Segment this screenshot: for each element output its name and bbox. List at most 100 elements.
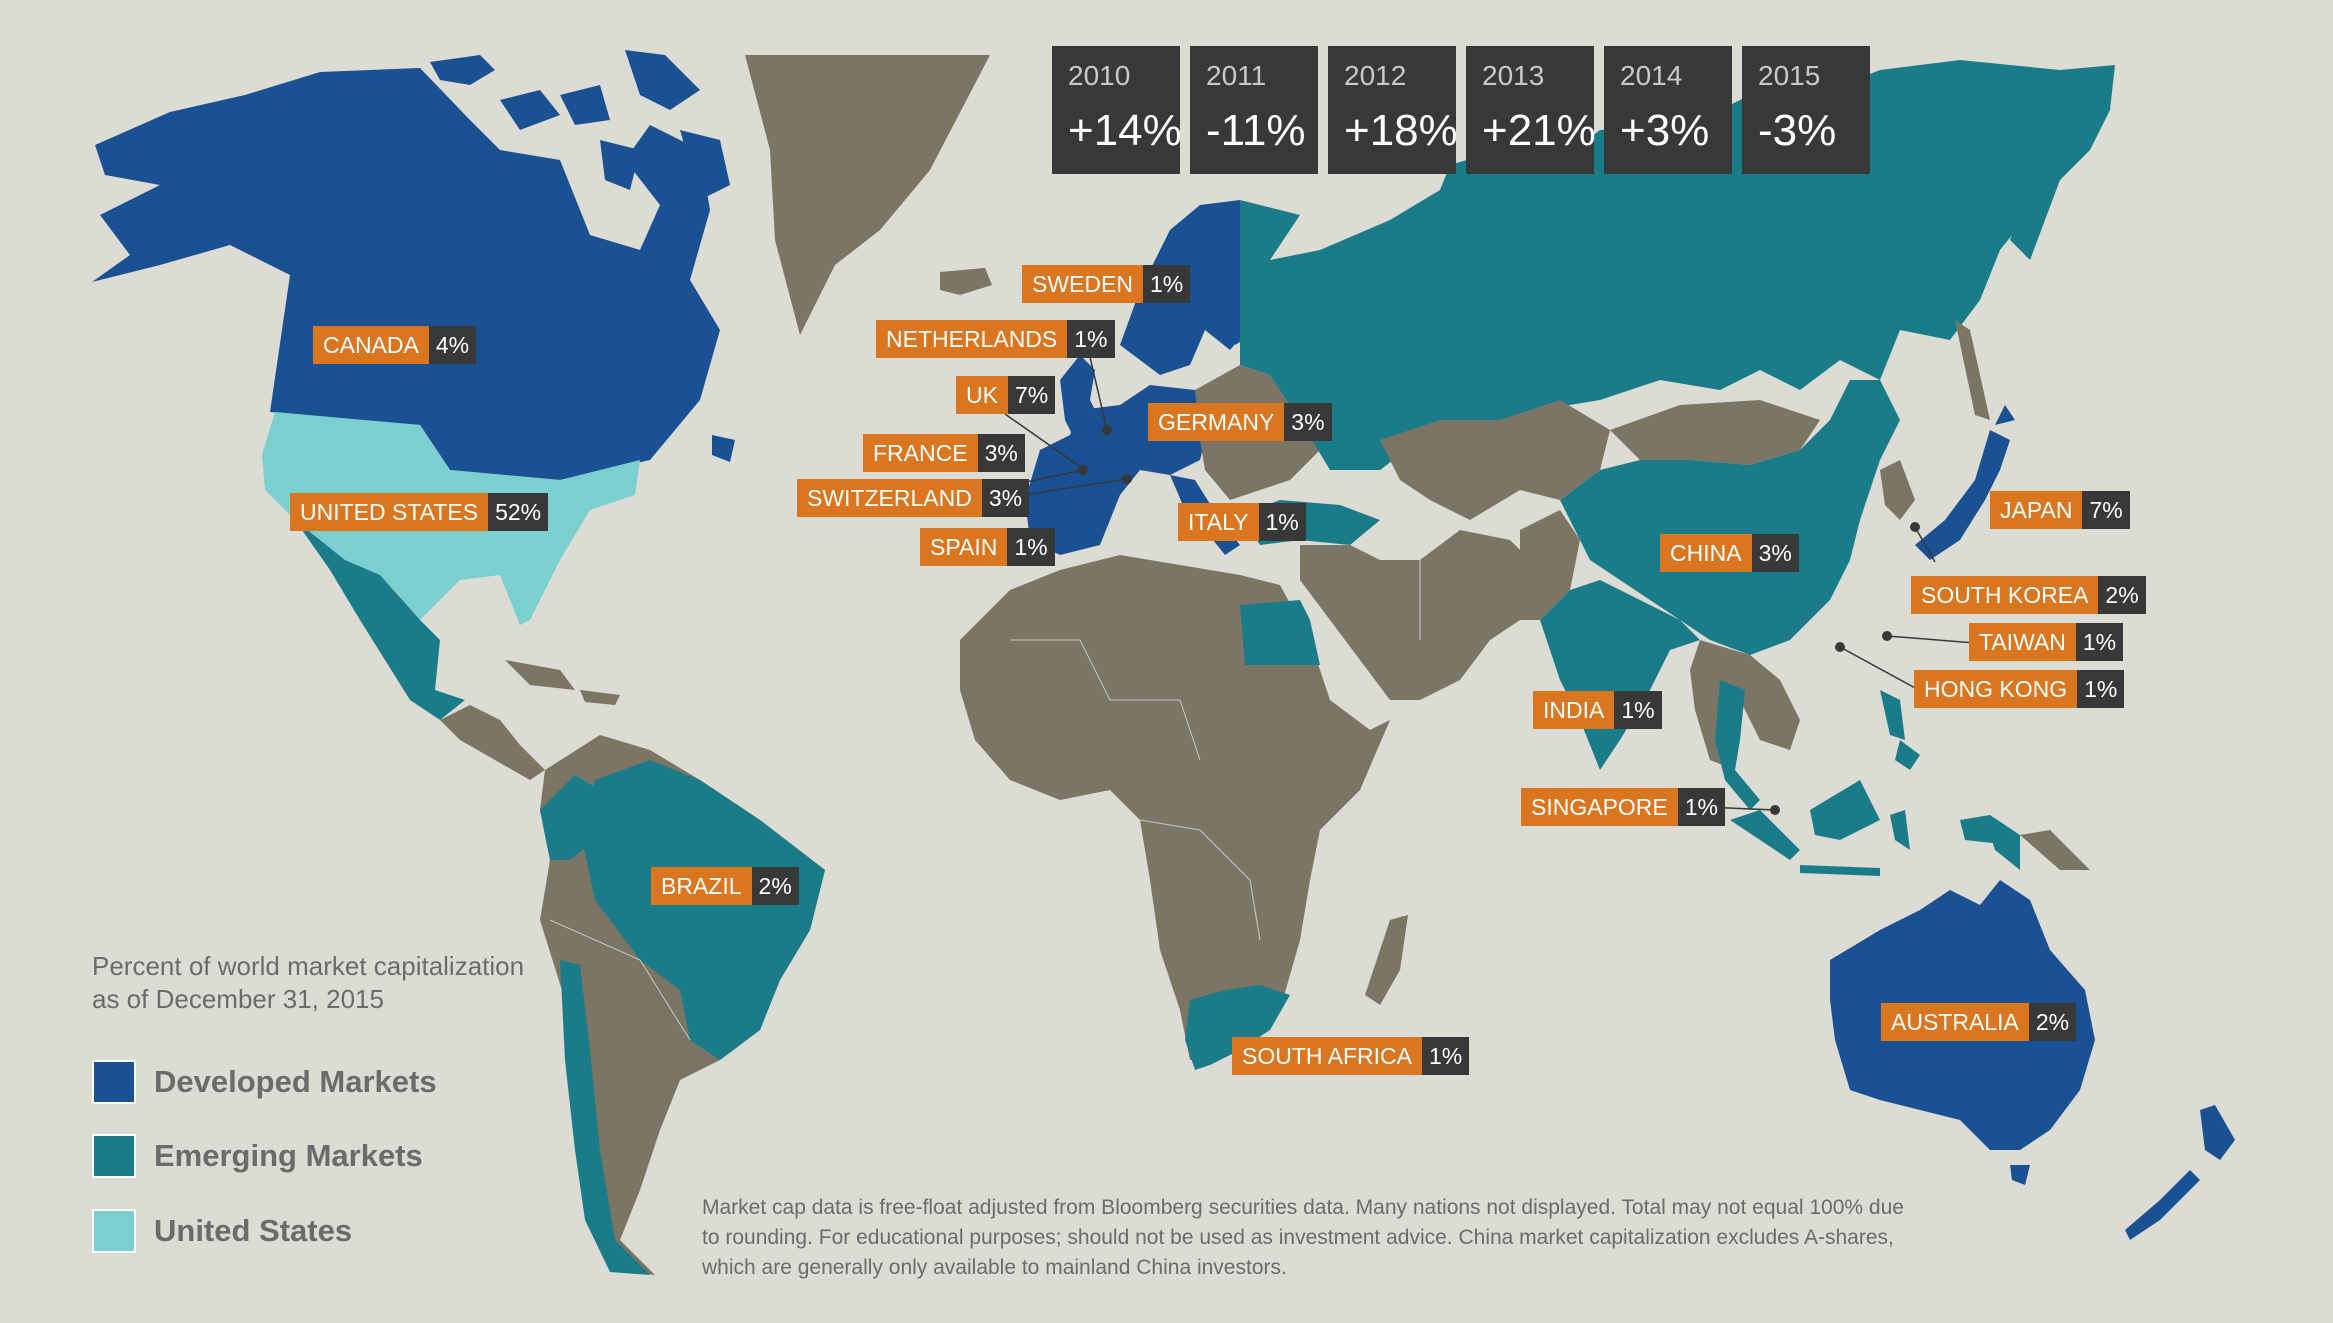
country-value: 1% bbox=[1142, 265, 1191, 303]
border-lines bbox=[549, 560, 1421, 1041]
korea-shape bbox=[1880, 460, 1915, 520]
label-spain: SPAIN 1% bbox=[920, 528, 1055, 566]
year-return: +14% bbox=[1068, 106, 1182, 155]
legend-label-developed: Developed Markets bbox=[154, 1064, 437, 1099]
country-value: 2% bbox=[2098, 576, 2146, 614]
country-name: SINGAPORE bbox=[1521, 788, 1678, 826]
madagascar-shape bbox=[1365, 915, 1408, 1005]
mexico-shape bbox=[295, 520, 465, 720]
country-value: 7% bbox=[2082, 491, 2130, 529]
year-label: 2012 bbox=[1344, 60, 1407, 91]
legend-title-line1: Percent of world market capitalization bbox=[92, 951, 525, 981]
uk-shape bbox=[1040, 355, 1105, 440]
africa-shape bbox=[960, 555, 1390, 1060]
philippines-shape bbox=[1880, 690, 1920, 770]
country-value: 1% bbox=[1677, 788, 1726, 826]
country-value: 52% bbox=[488, 493, 549, 531]
country-value: 3% bbox=[977, 434, 1025, 472]
arctic-islands-shape bbox=[430, 50, 730, 200]
label-south-korea: SOUTH KOREA 2% bbox=[1911, 576, 2146, 614]
country-name: INDIA bbox=[1533, 691, 1615, 729]
country-name: UK bbox=[956, 376, 1008, 414]
canada-shape bbox=[92, 68, 720, 480]
country-name: SPAIN bbox=[920, 528, 1008, 566]
country-name: AUSTRALIA bbox=[1881, 1003, 2029, 1041]
japan-shape bbox=[1915, 405, 2015, 560]
chile-shape bbox=[560, 960, 650, 1275]
taiwan-dot bbox=[1882, 631, 1892, 641]
new-zealand-shape bbox=[2125, 1105, 2235, 1240]
label-india: INDIA 1% bbox=[1533, 691, 1662, 729]
label-united-states: UNITED STATES 52% bbox=[290, 493, 549, 531]
indonesia-shape bbox=[1730, 780, 2020, 876]
legend-item-emerging: Emerging Markets bbox=[92, 1134, 423, 1178]
label-singapore: SINGAPORE 1% bbox=[1521, 788, 1726, 826]
country-name: SOUTH AFRICA bbox=[1232, 1037, 1422, 1075]
china-shape bbox=[1560, 380, 1900, 655]
year-box-2010: 2010 +14% bbox=[1052, 46, 1182, 174]
year-label: 2010 bbox=[1068, 60, 1131, 91]
country-value: 3% bbox=[1751, 534, 1799, 572]
country-name: CHINA bbox=[1660, 534, 1752, 572]
country-value: 1% bbox=[1614, 691, 1662, 729]
country-value: 1% bbox=[1007, 528, 1055, 566]
country-value: 3% bbox=[981, 479, 1030, 517]
label-sweden: SWEDEN 1% bbox=[1022, 265, 1191, 303]
year-label: 2011 bbox=[1206, 60, 1267, 91]
label-australia: AUSTRALIA 2% bbox=[1881, 1003, 2077, 1041]
country-name: NETHERLANDS bbox=[876, 320, 1068, 358]
tasmania-shape bbox=[2010, 1165, 2030, 1185]
label-taiwan: TAIWAN 1% bbox=[1969, 623, 2124, 661]
country-name: SWITZERLAND bbox=[797, 479, 982, 517]
country-name: SOUTH KOREA bbox=[1911, 576, 2099, 614]
year-label: 2015 bbox=[1758, 60, 1821, 91]
country-name: SWEDEN bbox=[1022, 265, 1143, 303]
label-switzerland: SWITZERLAND 3% bbox=[797, 479, 1030, 517]
leader-dots bbox=[1078, 425, 1920, 815]
country-value: 3% bbox=[1284, 403, 1332, 441]
thailand-malaysia-shape bbox=[1715, 680, 1760, 810]
country-name: JAPAN bbox=[1990, 491, 2083, 529]
legend-item-united-states: United States bbox=[92, 1209, 352, 1253]
country-name: ITALY bbox=[1178, 503, 1259, 541]
label-uk: UK 7% bbox=[956, 376, 1056, 414]
year-return: +21% bbox=[1482, 106, 1596, 155]
singapore-dot bbox=[1770, 805, 1780, 815]
papua-shape bbox=[2020, 830, 2090, 870]
india-shape bbox=[1540, 580, 1700, 770]
colombia-shape bbox=[540, 775, 600, 860]
country-name: TAIWAN bbox=[1969, 623, 2076, 661]
legend-title: Percent of world market capitalization a… bbox=[92, 950, 612, 1016]
greenland-shape bbox=[745, 55, 990, 335]
country-name: BRAZIL bbox=[651, 867, 752, 905]
label-japan: JAPAN 7% bbox=[1990, 491, 2130, 529]
label-hong-kong: HONG KONG 1% bbox=[1914, 670, 2125, 708]
label-germany: GERMANY 3% bbox=[1148, 403, 1332, 441]
south-korea-dot bbox=[1910, 522, 1920, 532]
year-return: +3% bbox=[1620, 106, 1710, 155]
label-netherlands: NETHERLANDS 1% bbox=[876, 320, 1115, 358]
footnote: Market cap data is free-float adjusted f… bbox=[702, 1193, 2042, 1283]
country-name: CANADA bbox=[313, 326, 429, 364]
country-name: UNITED STATES bbox=[290, 493, 489, 531]
legend-swatch-emerging bbox=[92, 1134, 136, 1178]
footnote-line1: Market cap data is free-float adjusted f… bbox=[702, 1196, 1904, 1219]
footnote-line3: which are generally only available to ma… bbox=[702, 1256, 1287, 1279]
brazil-shape bbox=[580, 760, 825, 1060]
year-return: +18% bbox=[1344, 106, 1458, 155]
label-china: CHINA 3% bbox=[1660, 534, 1799, 572]
netherlands-dot bbox=[1102, 425, 1112, 435]
year-box-2014: 2014 +3% bbox=[1604, 46, 1732, 174]
legend-swatch-developed bbox=[92, 1060, 136, 1104]
central-asia-shape bbox=[1380, 400, 1610, 520]
country-value: 1% bbox=[2075, 623, 2124, 661]
pakistan-shape bbox=[1520, 510, 1580, 620]
country-name: HONG KONG bbox=[1914, 670, 2078, 708]
kamchatka-shape bbox=[2010, 160, 2060, 260]
year-box-2013: 2013 +21% bbox=[1466, 46, 1596, 174]
year-return: -3% bbox=[1758, 106, 1837, 155]
legend-swatch-united-states bbox=[92, 1209, 136, 1253]
southeast-asia-shape bbox=[1690, 640, 1800, 770]
country-value: 7% bbox=[1007, 376, 1056, 414]
